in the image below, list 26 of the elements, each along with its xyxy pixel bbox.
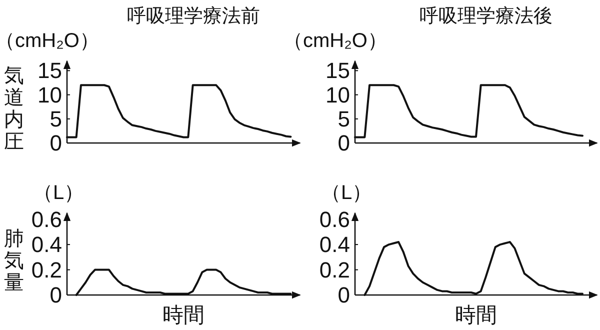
y-tick-label: 10	[38, 82, 62, 108]
y-tick-label: 5	[338, 106, 350, 132]
y-tick-label: 0	[50, 282, 62, 308]
y-tick-label: 0	[338, 130, 350, 156]
y-tick-label: 0	[50, 130, 62, 156]
y-tick-label: 15	[326, 58, 350, 84]
y-axis-title: 気道内圧	[4, 65, 24, 154]
text: （cmH₂O）	[0, 30, 100, 52]
y-tick-label: 0.4	[319, 232, 350, 258]
y-tick-label: 15	[38, 58, 62, 84]
y-tick-label: 0.2	[319, 257, 350, 282]
y-tick-label: 10	[326, 82, 350, 108]
y-tick-label: 0.4	[31, 232, 62, 258]
y-tick-label: 0.6	[31, 206, 62, 232]
text: （cmH₂O）	[283, 30, 388, 52]
y-tick-label: 0	[338, 282, 350, 308]
y-tick-label: 0.2	[31, 257, 62, 282]
x-axis-title: 時間	[455, 304, 497, 327]
text: （L）	[33, 182, 84, 204]
x-axis-title: 時間	[162, 304, 204, 327]
y-tick-label: 0.6	[319, 206, 350, 232]
y-axis-title: 肺気量	[4, 228, 24, 294]
text: （L）	[321, 182, 372, 204]
chart-title: 呼吸理学療法前	[127, 5, 260, 27]
y-tick-label: 5	[50, 106, 62, 132]
chart-title: 呼吸理学療法後	[420, 5, 552, 27]
